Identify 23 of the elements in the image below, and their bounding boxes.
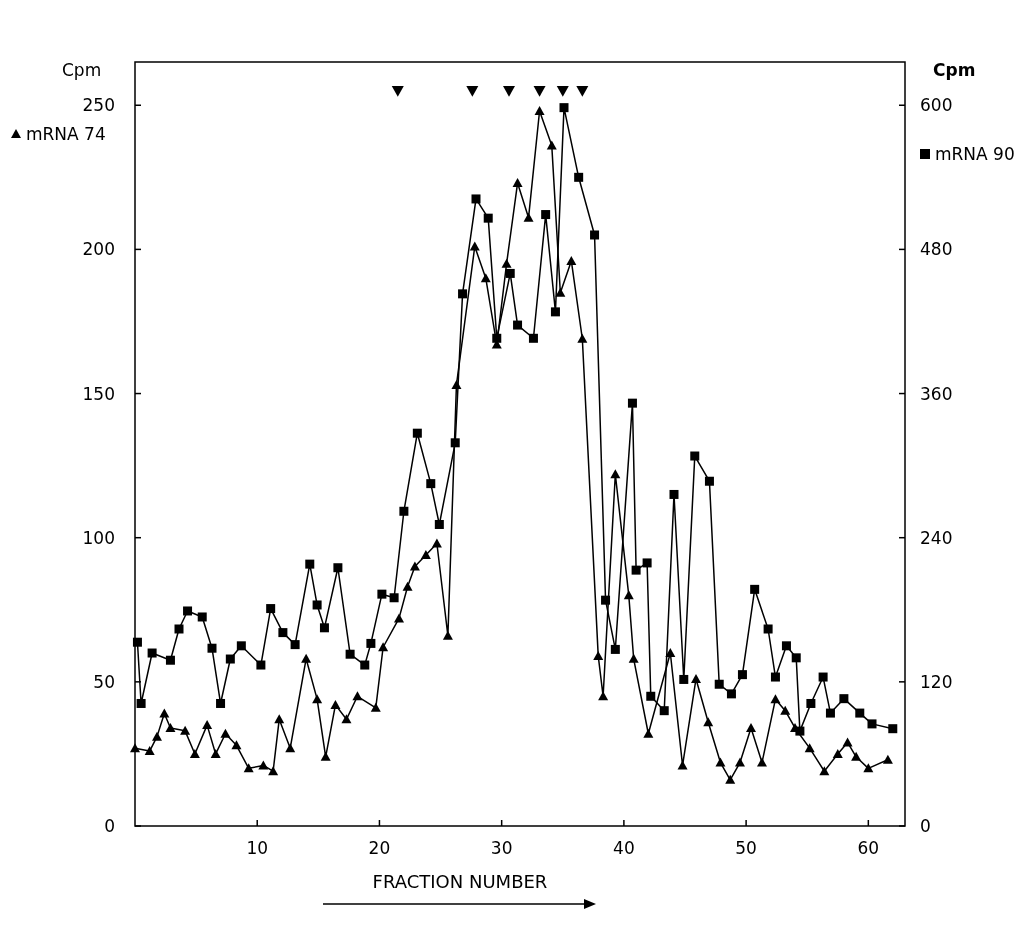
y-axis-title: Cpm [62, 60, 102, 80]
y-tick-label: 250 [82, 95, 115, 116]
legend-label: mRNA 74 [26, 124, 106, 144]
y2-tick-label: 240 [920, 527, 953, 548]
y2-tick-label: 120 [920, 671, 953, 692]
legend-label: mRNA 90 [935, 144, 1015, 164]
x-tick-label: 20 [368, 838, 391, 858]
x-tick-label: 30 [490, 838, 513, 858]
y2-tick-label: 480 [920, 239, 953, 260]
y-tick-label: 100 [82, 527, 115, 548]
x-tick-label: 10 [246, 838, 269, 858]
y2-axis-title: Cpm [933, 60, 976, 80]
y2-tick-label: 0 [920, 816, 931, 836]
y-tick-label: 150 [82, 383, 115, 404]
y-tick-label: 50 [93, 671, 115, 692]
x-axis-title: FRACTION NUMBER [372, 871, 548, 892]
x-tick-label: 40 [613, 838, 635, 858]
y-tick-label: 0 [104, 816, 115, 836]
x-tick-label: 50 [735, 838, 757, 858]
y2-tick-label: 600 [920, 95, 953, 116]
x-tick-label: 60 [857, 838, 880, 858]
y2-tick-label: 360 [920, 383, 953, 404]
y-tick-label: 200 [82, 239, 115, 260]
